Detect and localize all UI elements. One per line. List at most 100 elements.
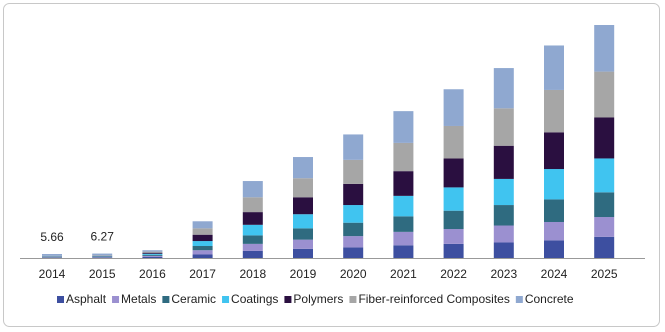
bar-segment <box>393 245 414 258</box>
x-tick-label: 2017 <box>189 267 216 281</box>
x-tick-label: 2019 <box>290 267 317 281</box>
bar-segment <box>544 132 564 170</box>
bar-segment <box>343 134 364 160</box>
legend-label: Polymers <box>293 292 343 306</box>
bar-segment <box>594 117 615 159</box>
bar-segment <box>594 192 615 218</box>
bar-segment <box>544 45 564 90</box>
bar-segment <box>343 159 364 184</box>
bar-segment <box>393 216 414 232</box>
bar-segment <box>242 243 263 251</box>
bar-segment <box>493 242 514 258</box>
bar-segment <box>142 256 163 258</box>
bar-segment <box>293 248 313 258</box>
legend-marker <box>284 296 292 303</box>
legend-label: Metals <box>121 292 156 306</box>
x-tick-label: 2014 <box>39 267 66 281</box>
x-tick-label: 2015 <box>89 267 116 281</box>
bar-segment <box>594 71 615 118</box>
bar-segment <box>42 254 62 256</box>
bar-segment <box>293 157 313 179</box>
bar-segment <box>242 197 263 213</box>
bar-segment <box>393 231 414 246</box>
x-tick-label: 2018 <box>239 267 266 281</box>
total-label: 5.66 <box>40 230 64 244</box>
bar-segment <box>242 235 263 244</box>
bar-segment <box>142 252 163 254</box>
bar-segment <box>192 245 213 251</box>
bar-segment <box>393 111 414 143</box>
legend-label: Ceramic <box>171 292 216 306</box>
bar-segment <box>192 221 213 229</box>
bar-segment <box>92 253 113 256</box>
x-tick-label: 2020 <box>340 267 367 281</box>
bar-segment <box>544 199 564 222</box>
x-tick-label: 2016 <box>139 267 166 281</box>
x-tick-label: 2025 <box>591 267 618 281</box>
bar-segment <box>142 251 163 253</box>
bar-segment <box>343 222 364 237</box>
legend-label: Asphalt <box>66 292 107 306</box>
bar-segment <box>192 241 213 246</box>
bar-segment <box>242 224 263 236</box>
bar-segment <box>142 254 163 256</box>
bar-segment <box>242 250 263 258</box>
bar-segment <box>493 205 514 226</box>
x-tick-label: 2024 <box>541 267 568 281</box>
bar-segment <box>443 158 464 188</box>
bar-segment <box>293 228 313 240</box>
bar-segment <box>192 234 213 242</box>
bar-segment <box>192 254 213 258</box>
bar-segment <box>493 108 514 146</box>
bar-segment <box>293 178 313 198</box>
bar-segment <box>393 171 414 196</box>
bar-segment <box>493 178 514 206</box>
bar-segment <box>594 236 615 258</box>
bar-segment <box>594 25 615 72</box>
bar-segment <box>192 250 213 255</box>
bar-segment <box>493 145 514 179</box>
bar-segment <box>142 255 163 257</box>
legend-marker <box>222 296 230 303</box>
bar-segment <box>493 225 514 243</box>
x-tick-label: 2022 <box>440 267 467 281</box>
bar-segment <box>293 197 313 215</box>
bar-segment <box>443 229 464 244</box>
bar-segment <box>393 142 414 172</box>
bar-segment <box>443 125 464 159</box>
total-label: 6.27 <box>91 230 115 244</box>
bar-segment <box>544 89 564 133</box>
bar-segment <box>242 181 263 198</box>
bar-segment <box>293 214 313 229</box>
bar-segment <box>393 195 414 217</box>
bar-segment <box>192 228 213 235</box>
legend-label: Fiber-reinforced Composites <box>358 292 509 306</box>
bar-segment <box>594 217 615 237</box>
bar-segment <box>343 247 364 258</box>
bar-segment <box>142 250 163 252</box>
bar-segment <box>544 221 564 241</box>
bar-segment <box>544 169 564 200</box>
legend-marker <box>515 296 523 303</box>
bar-segment <box>544 240 564 258</box>
bar-segment <box>142 253 163 255</box>
bar-segment <box>493 68 514 109</box>
bar-segment <box>293 239 313 249</box>
bar-segment <box>443 89 464 126</box>
legend-label: Coatings <box>231 292 278 306</box>
bar-segment <box>343 205 364 223</box>
x-tick-label: 2021 <box>390 267 417 281</box>
bar-segment <box>594 158 615 193</box>
bar-segment <box>443 243 464 258</box>
legend-marker <box>349 296 357 303</box>
legend-marker <box>162 296 170 303</box>
x-tick-label: 2023 <box>490 267 517 281</box>
bar-segment <box>343 183 364 206</box>
bar-segment <box>242 212 263 225</box>
legend-marker <box>57 296 64 303</box>
legend-label: Concrete <box>525 292 574 306</box>
bar-segment <box>343 236 364 248</box>
bar-segment <box>443 210 464 230</box>
legend-marker <box>112 296 120 303</box>
